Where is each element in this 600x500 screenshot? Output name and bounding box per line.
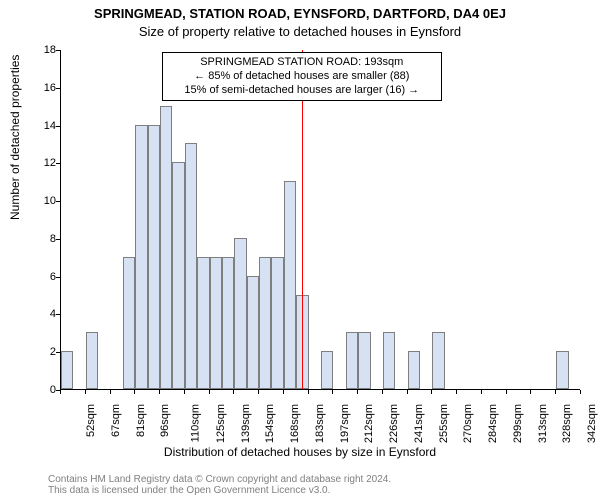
x-tick-label: 241sqm (413, 404, 425, 443)
y-tick-label: 8 (38, 233, 56, 245)
y-tick-mark (56, 352, 60, 353)
y-axis-label: Number of detached properties (8, 55, 22, 220)
x-tick-mark (530, 390, 531, 394)
bar (210, 257, 222, 389)
y-tick-mark (56, 163, 60, 164)
x-tick-mark (134, 390, 135, 394)
y-tick-label: 0 (38, 384, 56, 396)
bar (284, 181, 296, 389)
x-tick-mark (481, 390, 482, 394)
x-tick-label: 81sqm (135, 404, 147, 437)
x-tick-label: 270sqm (463, 404, 475, 443)
chart-title: SPRINGMEAD, STATION ROAD, EYNSFORD, DART… (0, 6, 600, 21)
x-tick-label: 284sqm (487, 404, 499, 443)
x-tick-label: 154sqm (264, 404, 276, 443)
bar (358, 332, 370, 389)
annotation-line-1: SPRINGMEAD STATION ROAD: 193sqm (169, 56, 435, 70)
x-tick-label: 183sqm (314, 404, 326, 443)
y-tick-mark (56, 239, 60, 240)
bar (123, 257, 135, 389)
bar (197, 257, 209, 389)
bar (185, 143, 197, 389)
bar (86, 332, 98, 389)
x-tick-mark (258, 390, 259, 394)
annotation-line-2: ← 85% of detached houses are smaller (88… (169, 70, 435, 84)
x-tick-label: 125sqm (215, 404, 227, 443)
chart-container: SPRINGMEAD, STATION ROAD, EYNSFORD, DART… (0, 0, 600, 500)
bar (172, 162, 184, 389)
x-tick-label: 212sqm (364, 404, 376, 443)
y-tick-label: 16 (38, 82, 56, 94)
y-tick-label: 18 (38, 44, 56, 56)
y-tick-mark (56, 314, 60, 315)
x-tick-mark (283, 390, 284, 394)
y-tick-label: 2 (38, 346, 56, 358)
annotation-box: SPRINGMEAD STATION ROAD: 193sqm ← 85% of… (162, 52, 442, 101)
x-tick-label: 342sqm (586, 404, 598, 443)
footer-line: Contains HM Land Registry data © Crown c… (48, 474, 391, 485)
x-tick-label: 96sqm (159, 404, 171, 437)
y-tick-label: 14 (38, 120, 56, 132)
x-tick-mark (456, 390, 457, 394)
x-tick-mark (209, 390, 210, 394)
x-tick-mark (431, 390, 432, 394)
x-tick-mark (233, 390, 234, 394)
x-tick-mark (85, 390, 86, 394)
bar (61, 351, 73, 389)
x-tick-mark (382, 390, 383, 394)
bar (408, 351, 420, 389)
bar (148, 125, 160, 389)
x-tick-label: 299sqm (512, 404, 524, 443)
bar (160, 106, 172, 389)
x-tick-mark (580, 390, 581, 394)
x-tick-mark (60, 390, 61, 394)
bar (271, 257, 283, 389)
bar (247, 276, 259, 389)
y-tick-label: 10 (38, 195, 56, 207)
x-tick-mark (184, 390, 185, 394)
footer-text: Contains HM Land Registry data © Crown c… (48, 474, 391, 496)
x-tick-label: 226sqm (388, 404, 400, 443)
bar (346, 332, 358, 389)
x-tick-mark (407, 390, 408, 394)
x-tick-mark (159, 390, 160, 394)
x-tick-label: 197sqm (339, 404, 351, 443)
footer-line: This data is licensed under the Open Gov… (48, 485, 391, 496)
plot-area: SPRINGMEAD STATION ROAD: 193sqm ← 85% of… (60, 50, 580, 390)
y-tick-label: 6 (38, 271, 56, 283)
annotation-line-3: 15% of semi-detached houses are larger (… (169, 84, 435, 98)
bar (321, 351, 333, 389)
x-tick-label: 67sqm (110, 404, 122, 437)
bar (234, 238, 246, 389)
x-tick-label: 110sqm (189, 404, 201, 442)
bar (222, 257, 234, 389)
bar (135, 125, 147, 389)
x-tick-label: 328sqm (562, 404, 574, 443)
bar (556, 351, 568, 389)
x-tick-label: 313sqm (537, 404, 549, 443)
y-tick-mark (56, 201, 60, 202)
y-tick-mark (56, 50, 60, 51)
y-tick-label: 12 (38, 157, 56, 169)
y-tick-label: 4 (38, 308, 56, 320)
bar (259, 257, 271, 389)
x-tick-label: 52sqm (85, 404, 97, 437)
y-tick-mark (56, 277, 60, 278)
x-tick-mark (555, 390, 556, 394)
x-tick-label: 139sqm (240, 404, 252, 443)
bar (432, 332, 444, 389)
bar (383, 332, 395, 389)
x-tick-mark (110, 390, 111, 394)
y-tick-mark (56, 126, 60, 127)
x-tick-label: 168sqm (289, 404, 301, 443)
x-tick-mark (357, 390, 358, 394)
x-axis-label: Distribution of detached houses by size … (0, 445, 600, 459)
x-tick-mark (308, 390, 309, 394)
x-tick-mark (332, 390, 333, 394)
x-tick-label: 255sqm (438, 404, 450, 443)
x-tick-mark (506, 390, 507, 394)
chart-subtitle: Size of property relative to detached ho… (0, 24, 600, 39)
y-tick-mark (56, 88, 60, 89)
